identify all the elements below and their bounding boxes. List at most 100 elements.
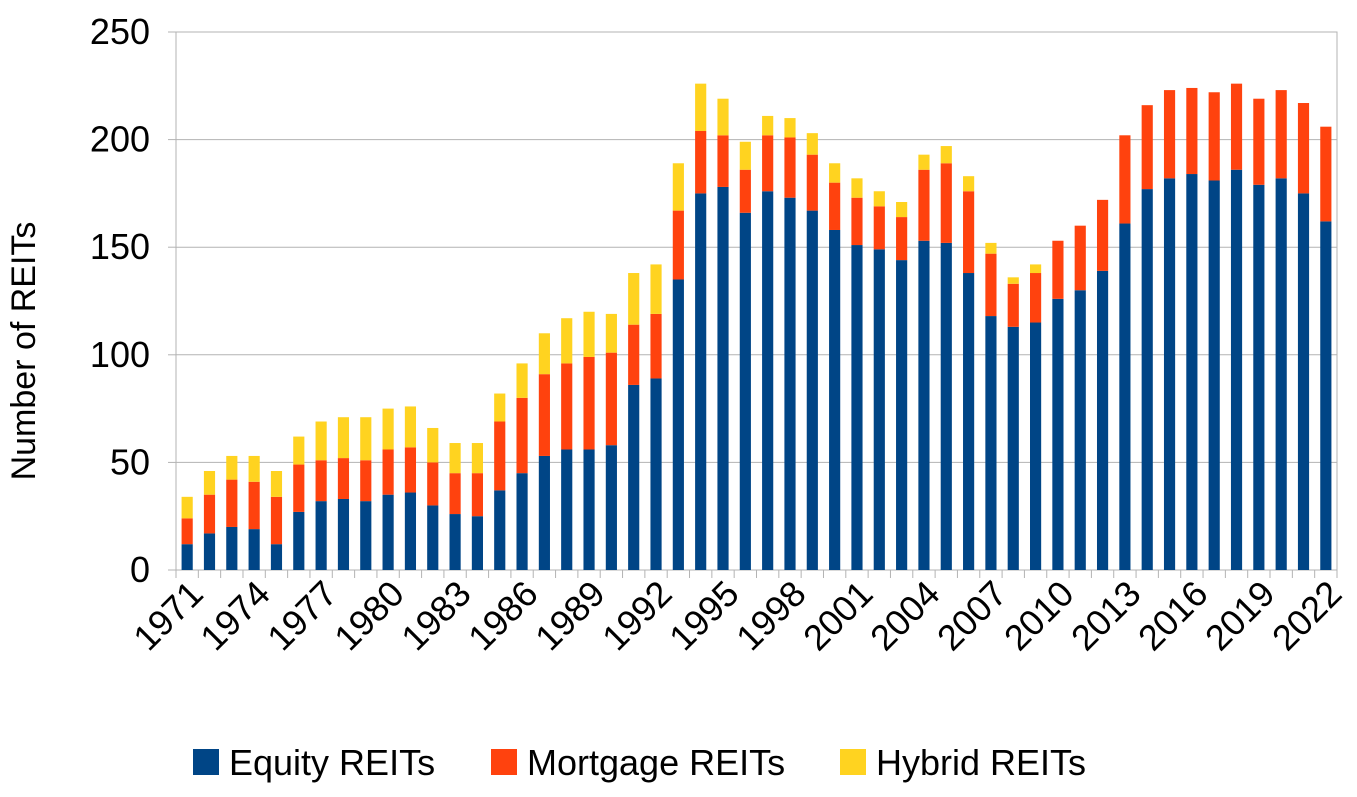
bar-equity-reits-1995 <box>717 186 729 570</box>
bar-equity-reits-1998 <box>784 197 796 571</box>
bar-hybrid-reits-1984 <box>471 443 483 474</box>
x-tick-label: 2013 <box>1063 573 1149 659</box>
bar-hybrid-reits-2006 <box>963 176 975 192</box>
x-tick-label: 2010 <box>996 573 1082 659</box>
bar-hybrid-reits-1973 <box>226 455 238 480</box>
bar-hybrid-reits-2007 <box>985 242 997 254</box>
bar-hybrid-reits-1985 <box>494 393 506 422</box>
bar-equity-reits-1973 <box>226 526 238 570</box>
bar-hybrid-reits-1986 <box>516 363 528 398</box>
bar-hybrid-reits-1993 <box>672 163 684 211</box>
bar-mortgage-reits-2000 <box>829 182 841 230</box>
bar-hybrid-reits-2005 <box>940 146 952 164</box>
bar-equity-reits-1993 <box>672 279 684 570</box>
bar-mortgage-reits-1987 <box>538 374 550 456</box>
bar-mortgage-reits-2017 <box>1208 92 1220 181</box>
bar-equity-reits-2020 <box>1275 178 1287 570</box>
x-tick-label: 1980 <box>326 573 412 659</box>
bar-mortgage-reits-2007 <box>985 253 997 317</box>
bar-mortgage-reits-1976 <box>293 464 305 512</box>
bar-mortgage-reits-2001 <box>851 197 863 246</box>
bar-mortgage-reits-1992 <box>650 313 662 379</box>
bar-mortgage-reits-1990 <box>605 352 617 446</box>
bar-equity-reits-2002 <box>873 249 885 571</box>
bar-equity-reits-1975 <box>270 544 283 570</box>
gridlines <box>175 31 1338 571</box>
bar-mortgage-reits-1977 <box>315 460 327 502</box>
x-tick-label: 1998 <box>728 573 814 659</box>
x-tick-label: 2007 <box>929 573 1015 659</box>
bar-hybrid-reits-1996 <box>739 141 751 170</box>
bar-mortgage-reits-2014 <box>1141 105 1153 190</box>
bar-equity-reits-2021 <box>1297 193 1310 570</box>
legend-swatch <box>840 749 866 775</box>
bar-mortgage-reits-1988 <box>561 363 573 450</box>
bar-hybrid-reits-1997 <box>762 115 774 136</box>
bar-mortgage-reits-2011 <box>1074 225 1086 291</box>
bar-equity-reits-2003 <box>896 260 908 570</box>
bar-equity-reits-1981 <box>404 492 417 570</box>
bar-mortgage-reits-1974 <box>248 481 260 530</box>
x-tick-label: 1983 <box>393 573 479 659</box>
bar-equity-reits-1980 <box>382 494 394 570</box>
bar-equity-reits-1984 <box>471 516 483 570</box>
bar-hybrid-reits-1995 <box>717 98 729 136</box>
bar-mortgage-reits-1971 <box>181 518 193 545</box>
bar-hybrid-reits-1971 <box>181 496 193 519</box>
bar-equity-reits-2009 <box>1030 322 1042 570</box>
bar-hybrid-reits-2001 <box>851 178 863 198</box>
bar-hybrid-reits-1974 <box>248 455 260 482</box>
bar-equity-reits-1988 <box>561 449 573 570</box>
bar-equity-reits-2010 <box>1052 298 1064 570</box>
bar-mortgage-reits-2020 <box>1275 90 1287 179</box>
bar-equity-reits-2016 <box>1186 174 1198 571</box>
plot-area-frame <box>175 31 1338 571</box>
bar-equity-reits-2006 <box>963 273 975 570</box>
bar-equity-reits-1999 <box>806 210 818 570</box>
bar-equity-reits-2017 <box>1208 180 1220 570</box>
bar-mortgage-reits-1993 <box>672 210 684 280</box>
x-tick-label: 2019 <box>1197 573 1283 659</box>
bar-mortgage-reits-2003 <box>896 217 908 261</box>
bar-equity-reits-1992 <box>650 378 662 570</box>
x-tick-label: 2022 <box>1264 573 1350 659</box>
bar-hybrid-reits-1972 <box>203 471 216 495</box>
bar-equity-reits-2000 <box>829 229 841 570</box>
bar-mortgage-reits-1979 <box>360 460 372 502</box>
bar-equity-reits-2007 <box>985 316 997 570</box>
bar-equity-reits-1979 <box>360 501 372 570</box>
bar-mortgage-reits-1989 <box>583 356 595 450</box>
bar-mortgage-reits-1998 <box>784 137 796 198</box>
bar-mortgage-reits-2021 <box>1297 103 1310 194</box>
bar-equity-reits-1987 <box>538 455 550 570</box>
bar-hybrid-reits-1980 <box>382 408 394 450</box>
x-tick-label: 1989 <box>527 573 613 659</box>
bar-hybrid-reits-2004 <box>918 154 930 170</box>
bar-equity-reits-2011 <box>1074 290 1086 570</box>
bar-mortgage-reits-1975 <box>270 496 283 545</box>
y-tick-label: 100 <box>90 334 150 375</box>
x-axis-ticks: 1971197419771980198319861989199219951998… <box>125 570 1349 658</box>
bar-mortgage-reits-2013 <box>1119 135 1131 224</box>
legend: Equity REITs Mortgage REITs Hybrid REITs <box>193 742 1086 783</box>
bar-equity-reits-1972 <box>203 533 216 570</box>
bar-hybrid-reits-1992 <box>650 264 662 314</box>
y-axis-title: Number of REITs <box>5 222 43 481</box>
bar-hybrid-reits-2008 <box>1007 277 1019 284</box>
bar-mortgage-reits-2015 <box>1163 90 1176 179</box>
bar-mortgage-reits-1978 <box>337 458 350 499</box>
bar-hybrid-reits-1999 <box>806 133 818 155</box>
bar-hybrid-reits-1998 <box>784 118 796 138</box>
bar-equity-reits-2012 <box>1096 270 1109 570</box>
bar-mortgage-reits-2012 <box>1096 199 1109 271</box>
x-tick-label: 2001 <box>795 573 881 659</box>
bar-equity-reits-2022 <box>1320 221 1332 570</box>
bar-hybrid-reits-1976 <box>293 436 305 465</box>
y-tick-label: 200 <box>90 119 150 160</box>
bar-hybrid-reits-1994 <box>695 83 707 131</box>
bar-equity-reits-1982 <box>427 505 439 570</box>
bar-mortgage-reits-1973 <box>226 479 238 527</box>
bar-mortgage-reits-2016 <box>1186 87 1198 175</box>
bar-equity-reits-1974 <box>248 529 260 570</box>
